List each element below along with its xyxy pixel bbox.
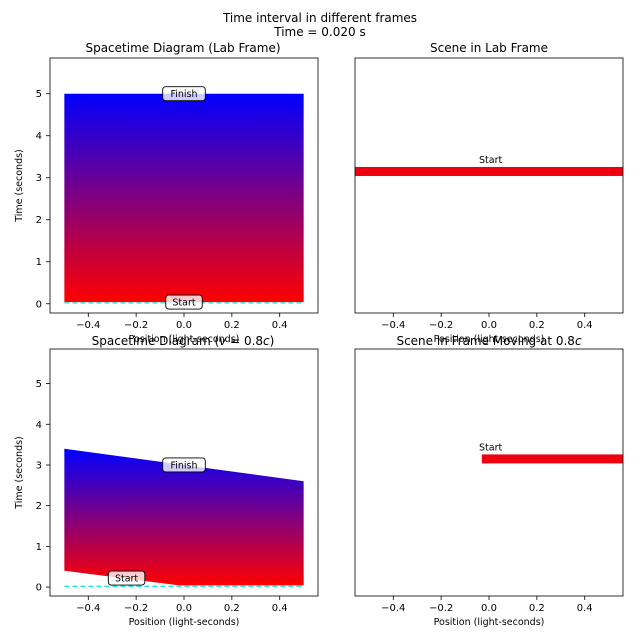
panel-title: Spacetime Diagram (Lab Frame) xyxy=(85,41,280,55)
x-tick-label: 0.4 xyxy=(272,320,288,331)
x-tick-label: 0.4 xyxy=(272,603,288,614)
x-axis-label: Position (light-seconds) xyxy=(434,617,545,628)
panel-scene-lab: Scene in Lab Frame −0.4 −0.2 0.0 0.2 0.4 Pos… xyxy=(354,41,624,345)
x-tick-label: −0.4 xyxy=(76,320,100,331)
panel-spacetime-moving: Spacetime Diagram (v = 0.8c) −0.4 −0.2 0.0… xyxy=(14,334,319,628)
y-tick-label: 2 xyxy=(36,215,42,226)
panel-title: Scene in Lab Frame xyxy=(430,41,548,55)
axes-frame xyxy=(354,348,624,597)
axes-frame xyxy=(354,57,624,314)
panel-spacetime-lab: Spacetime Diagram (Lab Frame) −0.4 −0.2 0.… xyxy=(14,41,319,345)
y-tick-label: 1 xyxy=(36,542,42,553)
x-axis-ticks: −0.4 −0.2 0.0 0.2 0.4 xyxy=(76,596,288,614)
event-labels: Start xyxy=(479,442,502,453)
y-tick-label: 3 xyxy=(36,460,42,471)
x-tick-label: −0.4 xyxy=(76,603,100,614)
x-axis-label: Position (light-seconds) xyxy=(434,334,545,345)
x-tick-label: −0.2 xyxy=(429,603,453,614)
event-label: Start xyxy=(479,155,502,166)
x-tick-label: 0.2 xyxy=(529,320,545,331)
x-tick-label: 0.0 xyxy=(176,603,192,614)
spacetime-region xyxy=(64,448,304,586)
event-label: Start xyxy=(479,442,502,453)
label-box xyxy=(165,294,203,310)
y-axis-ticks: 0 1 2 3 4 5 xyxy=(36,379,50,594)
y-axis-label: Time (seconds) xyxy=(14,436,25,510)
x-tick-label: 0.0 xyxy=(481,603,497,614)
x-axis-label: Position (light-seconds) xyxy=(129,334,240,345)
y-tick-label: 1 xyxy=(36,257,42,268)
event-label: Start xyxy=(172,298,195,309)
x-tick-label: −0.2 xyxy=(124,320,148,331)
y-axis-ticks: 0 1 2 3 4 5 xyxy=(36,89,50,310)
x-tick-label: −0.2 xyxy=(124,603,148,614)
rod-bar xyxy=(481,454,623,464)
panel-title: Scene in Frame Moving at 0.8c xyxy=(396,334,581,348)
x-tick-label: 0.4 xyxy=(577,603,593,614)
x-tick-label: −0.4 xyxy=(381,603,405,614)
event-labels: Start xyxy=(479,155,502,166)
event-labels: Start Finish xyxy=(107,457,206,586)
event-label: Finish xyxy=(170,460,197,471)
x-tick-label: 0.2 xyxy=(224,603,240,614)
y-tick-label: 4 xyxy=(36,131,42,142)
x-axis-label: Position (light-seconds) xyxy=(129,617,240,628)
y-tick-label: 5 xyxy=(36,89,42,100)
y-tick-label: 3 xyxy=(36,173,42,184)
x-tick-label: 0.0 xyxy=(481,320,497,331)
spacetime-region xyxy=(64,93,304,303)
rod-bar xyxy=(355,166,623,176)
figure-title: Time interval in different frames xyxy=(222,11,417,25)
y-tick-label: 0 xyxy=(36,583,42,594)
x-tick-label: −0.2 xyxy=(429,320,453,331)
x-tick-label: 0.2 xyxy=(529,603,545,614)
y-tick-label: 5 xyxy=(36,379,42,390)
x-axis-ticks: −0.4 −0.2 0.0 0.2 0.4 xyxy=(381,596,593,614)
label-box xyxy=(162,86,206,102)
y-tick-label: 0 xyxy=(36,299,42,310)
label-box xyxy=(107,570,146,586)
y-tick-label: 2 xyxy=(36,501,42,512)
figure-subtitle: Time = 0.020 s xyxy=(273,25,365,39)
panel-scene-moving: Scene in Frame Moving at 0.8c −0.4 −0.2 0.… xyxy=(354,334,624,628)
event-labels: Start Finish xyxy=(162,86,206,310)
x-tick-label: 0.0 xyxy=(176,320,192,331)
x-tick-label: 0.2 xyxy=(224,320,240,331)
x-axis-ticks: −0.4 −0.2 0.0 0.2 0.4 xyxy=(76,313,288,331)
y-tick-label: 4 xyxy=(36,420,42,431)
label-box xyxy=(162,457,206,473)
x-tick-label: −0.4 xyxy=(381,320,405,331)
event-label: Finish xyxy=(170,89,197,100)
x-axis-ticks: −0.4 −0.2 0.0 0.2 0.4 xyxy=(381,313,593,331)
panel-title: Spacetime Diagram (v = 0.8c) xyxy=(92,334,275,348)
y-axis-label: Time (seconds) xyxy=(14,149,25,223)
event-label: Start xyxy=(115,574,138,585)
x-tick-label: 0.4 xyxy=(577,320,593,331)
